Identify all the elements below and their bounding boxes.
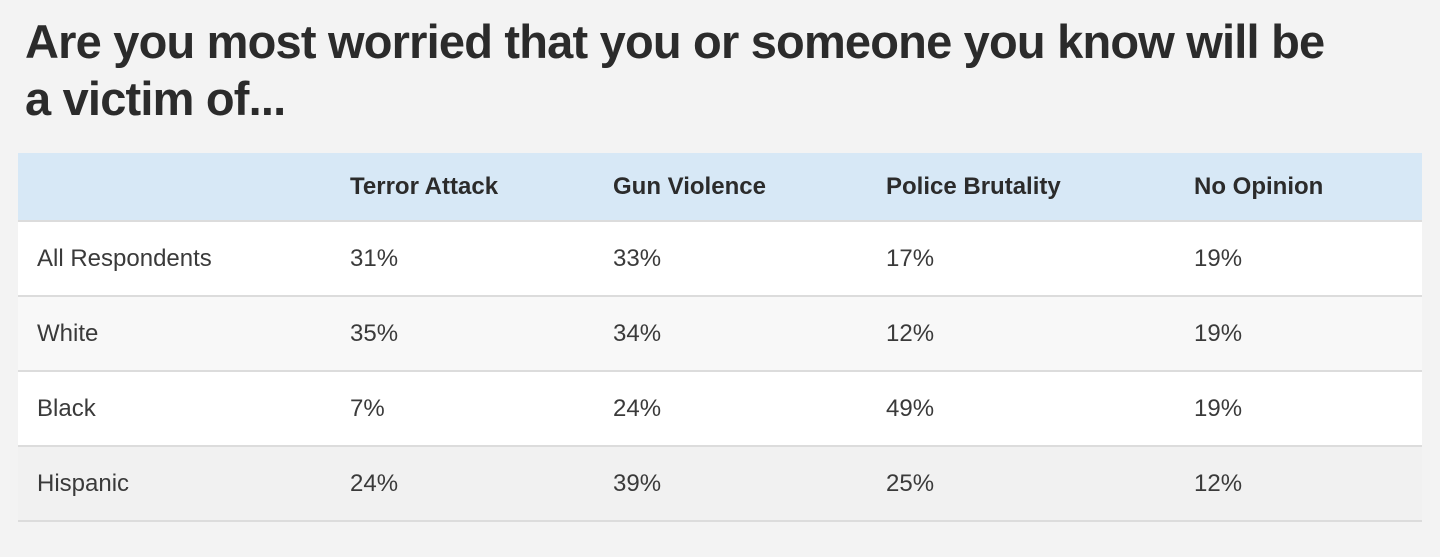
column-header-police-brutality: Police Brutality (886, 153, 1194, 221)
cell-value: 35% (350, 295, 613, 371)
table-row-all-respondents: All Respondents 31% 33% 17% 19% (18, 220, 1422, 296)
cell-value: 19% (1194, 295, 1422, 371)
column-header-terror-attack: Terror Attack (350, 153, 613, 221)
cell-value: 12% (886, 295, 1194, 371)
row-label: White (18, 295, 350, 371)
row-label: Black (18, 370, 350, 446)
row-label: All Respondents (18, 220, 350, 296)
cell-value: 24% (350, 445, 613, 522)
cell-value: 17% (886, 220, 1194, 296)
cell-value: 24% (613, 370, 886, 446)
row-label: Hispanic (18, 445, 350, 522)
cell-value: 49% (886, 370, 1194, 446)
cell-value: 12% (1194, 445, 1422, 522)
table-row-black: Black 7% 24% 49% 19% (18, 370, 1422, 446)
cell-value: 34% (613, 295, 886, 371)
cell-value: 19% (1194, 370, 1422, 446)
column-header-no-opinion: No Opinion (1194, 153, 1422, 221)
page-title: Are you most worried that you or someone… (25, 15, 1325, 125)
cell-value: 25% (886, 445, 1194, 522)
table-header-row: Terror Attack Gun Violence Police Brutal… (18, 153, 1422, 221)
table-row-hispanic: Hispanic 24% 39% 25% 12% (18, 445, 1422, 522)
table-row-white: White 35% 34% 12% 19% (18, 295, 1422, 371)
cell-value: 39% (613, 445, 886, 522)
cell-value: 33% (613, 220, 886, 296)
poll-table: Terror Attack Gun Violence Police Brutal… (18, 153, 1422, 522)
column-header-gun-violence: Gun Violence (613, 153, 886, 221)
column-header-blank (18, 153, 350, 221)
cell-value: 19% (1194, 220, 1422, 296)
cell-value: 7% (350, 370, 613, 446)
cell-value: 31% (350, 220, 613, 296)
